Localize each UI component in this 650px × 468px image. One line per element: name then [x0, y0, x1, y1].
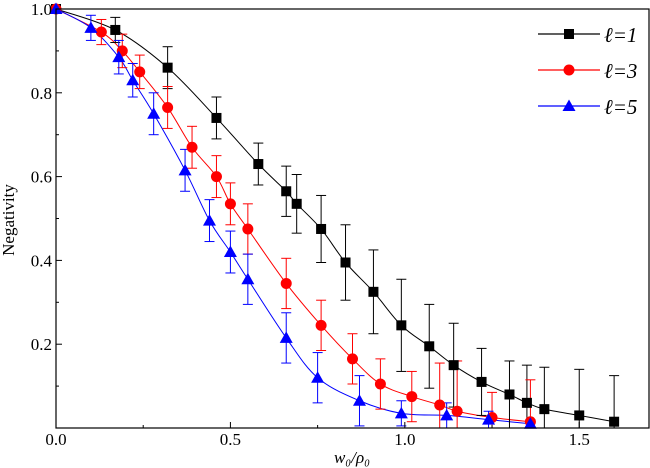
data-point-series-1 — [253, 159, 264, 170]
data-point-series-1 — [448, 360, 459, 371]
data-point-series-3 — [84, 21, 98, 33]
legend-label: ℓ=3 — [604, 59, 637, 83]
y-tick-label: 0.2 — [31, 335, 52, 354]
data-point-series-3 — [279, 331, 293, 343]
data-point-series-3 — [202, 214, 216, 226]
legend-label: ℓ=5 — [604, 95, 637, 119]
data-point-series-1 — [368, 286, 379, 297]
x-tick-label: 0.5 — [220, 430, 241, 449]
data-point-series-2 — [95, 26, 107, 38]
data-point-series-1 — [424, 341, 435, 352]
data-point-series-1 — [162, 62, 173, 73]
data-point-series-2 — [162, 101, 174, 113]
data-point-series-3 — [112, 50, 126, 63]
data-point-series-3 — [178, 163, 192, 176]
data-point-series-3 — [352, 394, 366, 406]
data-point-series-1 — [110, 24, 121, 35]
legend-marker — [562, 99, 576, 111]
legend: ℓ=1 ℓ=3 ℓ=5 — [538, 23, 637, 119]
data-point-series-2 — [224, 198, 236, 210]
data-point-series-3 — [223, 245, 237, 258]
data-point-series-3 — [311, 371, 325, 383]
data-point-series-3 — [482, 413, 496, 425]
data-point-series-1 — [291, 198, 302, 209]
data-point-series-1 — [539, 404, 550, 415]
data-point-series-3 — [126, 73, 140, 86]
data-point-series-2 — [210, 171, 222, 183]
y-tick-label: 0.8 — [31, 84, 52, 103]
x-tick-label: 0.0 — [45, 430, 66, 449]
data-point-series-1 — [396, 320, 407, 331]
y-tick-label: 1.0 — [31, 0, 52, 19]
data-point-series-2 — [242, 223, 254, 235]
x-tick-label: 1.0 — [394, 430, 415, 449]
data-point-series-1 — [340, 257, 351, 268]
legend-marker — [563, 64, 575, 76]
data-point-series-3 — [241, 272, 255, 285]
data-point-series-1 — [504, 389, 515, 400]
data-point-series-1 — [476, 376, 487, 387]
data-point-series-1 — [609, 416, 620, 427]
data-point-series-2 — [347, 353, 358, 365]
data-point-series-1 — [316, 223, 327, 234]
data-point-series-1 — [574, 410, 585, 421]
data-point-series-2 — [186, 141, 198, 153]
y-axis-label: Negativity — [0, 184, 18, 256]
data-point-series-3 — [147, 107, 161, 119]
fit-curve-series-3 — [55, 8, 531, 425]
data-point-series-2 — [280, 277, 292, 289]
data-point-series-2 — [451, 405, 463, 417]
x-axis-label: w₀/ρ₀ — [334, 448, 370, 467]
y-tick-label: 0.4 — [31, 251, 53, 270]
legend-marker — [564, 29, 574, 39]
error-bars — [85, 14, 620, 429]
data-point-series-2 — [315, 319, 327, 331]
data-point-series-3 — [440, 408, 454, 421]
data-point-series-3 — [523, 417, 537, 429]
data-point-series-2 — [134, 66, 146, 78]
x-tick-label: 1.5 — [569, 430, 590, 449]
legend-label: ℓ=1 — [604, 23, 637, 47]
data-point-series-2 — [406, 391, 418, 403]
axes: 0.0 0.5 1.0 1.5 0.2 0.4 0.6 0.8 1.0 — [31, 0, 650, 449]
data-point-series-1 — [281, 186, 292, 197]
data-point-series-3 — [49, 2, 63, 14]
data-point-series-2 — [374, 378, 386, 390]
data-point-series-1 — [521, 397, 532, 408]
data-point-series-3 — [394, 406, 408, 419]
data-point-series-2 — [434, 399, 446, 411]
y-tick-label: 0.6 — [31, 168, 52, 187]
data-point-series-1 — [211, 112, 222, 123]
